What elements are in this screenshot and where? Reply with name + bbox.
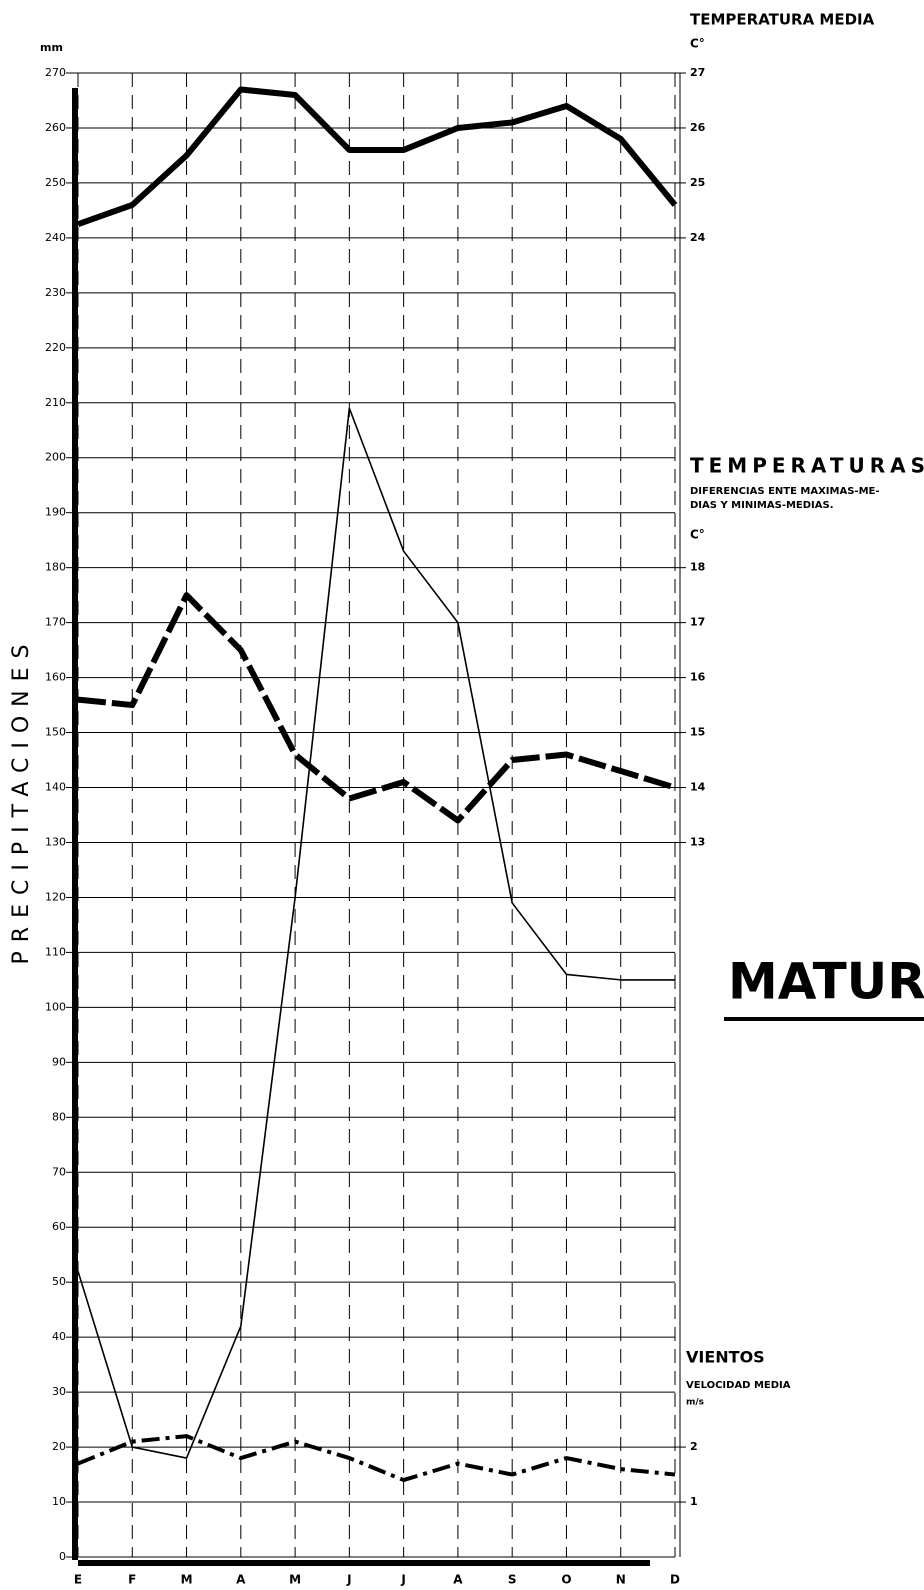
x-tick-label: M xyxy=(289,1573,301,1587)
y-tick-label: 220 xyxy=(45,341,66,354)
y-tick-label: 140 xyxy=(45,781,66,794)
y-tick-label: 180 xyxy=(45,561,66,574)
y-tick-label: 100 xyxy=(45,1000,66,1013)
x-tick-label: D xyxy=(670,1573,680,1587)
y3-subtitle: DIFERENCIAS ENTE MAXIMAS-ME- xyxy=(690,486,880,497)
y-tick-label: 120 xyxy=(45,890,66,903)
left-bar xyxy=(72,88,78,1560)
y-label: PRECIPITACIONES xyxy=(9,636,34,965)
y3-tick-label: 17 xyxy=(690,616,705,629)
y3-tick-label: 13 xyxy=(690,835,705,848)
y3-subtitle: DIAS Y MINIMAS-MEDIAS. xyxy=(690,500,834,511)
y4-subtitle: VELOCIDAD MEDIA xyxy=(686,1380,791,1391)
y-tick-label: 10 xyxy=(52,1495,66,1508)
y-tick-label: 70 xyxy=(52,1165,66,1178)
y-tick-label: 80 xyxy=(52,1110,66,1123)
bottom-bar xyxy=(78,1560,650,1566)
y4-tick-label: 1 xyxy=(690,1495,698,1508)
y-tick-label: 160 xyxy=(45,671,66,684)
y3-unit: C° xyxy=(690,528,705,542)
title-underline xyxy=(724,1017,924,1021)
y3-tick-label: 18 xyxy=(690,561,705,574)
y-tick-label: 0 xyxy=(59,1550,66,1563)
y-tick-label: 200 xyxy=(45,451,66,464)
y2-tick-label: 26 xyxy=(690,121,706,134)
y-tick-label: 40 xyxy=(52,1330,66,1343)
y4-unit: m/s xyxy=(686,1398,704,1408)
y3-tick-label: 15 xyxy=(690,726,705,739)
y-unit: mm xyxy=(40,41,63,54)
x-tick-label: A xyxy=(453,1573,463,1587)
chart-title: MATUR xyxy=(728,953,924,1011)
grid xyxy=(77,72,676,1558)
x-tick-label: M xyxy=(181,1573,193,1587)
y3-title: TEMPERATURAS xyxy=(690,454,924,478)
y-tick-label: 250 xyxy=(45,176,66,189)
y2-tick-label: 25 xyxy=(690,176,705,189)
y-tick-label: 50 xyxy=(52,1275,66,1288)
series-line xyxy=(77,1434,676,1483)
y-tick-label: 270 xyxy=(45,66,66,79)
y-tick-label: 20 xyxy=(52,1440,66,1453)
x-tick-label: E xyxy=(74,1573,82,1587)
y-tick-label: 90 xyxy=(52,1055,66,1068)
x-tick-label: S xyxy=(508,1573,517,1587)
y2-tick-label: 27 xyxy=(690,66,705,79)
y3-tick-label: 16 xyxy=(690,671,706,684)
y-tick-label: 260 xyxy=(45,121,66,134)
y-tick-label: 130 xyxy=(45,835,66,848)
y-tick-label: 150 xyxy=(45,726,66,739)
y4-tick-label: 2 xyxy=(690,1440,698,1453)
y-tick-label: 190 xyxy=(45,506,66,519)
x-tick-label: J xyxy=(346,1573,351,1587)
y-tick-label: 230 xyxy=(45,286,66,299)
y3-tick-label: 14 xyxy=(690,781,706,794)
y2-title: TEMPERATURA MEDIA xyxy=(690,11,875,29)
series-line xyxy=(76,86,678,227)
y-tick-label: 30 xyxy=(52,1385,66,1398)
y4-title: VIENTOS xyxy=(686,1348,765,1367)
x-tick-label: F xyxy=(128,1573,136,1587)
y-tick-label: 110 xyxy=(45,945,66,958)
y-tick-label: 210 xyxy=(45,396,66,409)
y2-unit: C° xyxy=(690,37,705,51)
y-tick-label: 170 xyxy=(45,616,66,629)
x-tick-label: J xyxy=(400,1573,405,1587)
y2-tick-label: 24 xyxy=(690,231,706,244)
series-line xyxy=(77,407,675,1459)
series-line xyxy=(77,592,676,824)
y-tick-label: 240 xyxy=(45,231,66,244)
x-tick-label: O xyxy=(561,1573,571,1587)
x-tick-label: A xyxy=(236,1573,246,1587)
y-tick-label: 60 xyxy=(52,1220,66,1233)
x-tick-label: N xyxy=(616,1573,626,1587)
